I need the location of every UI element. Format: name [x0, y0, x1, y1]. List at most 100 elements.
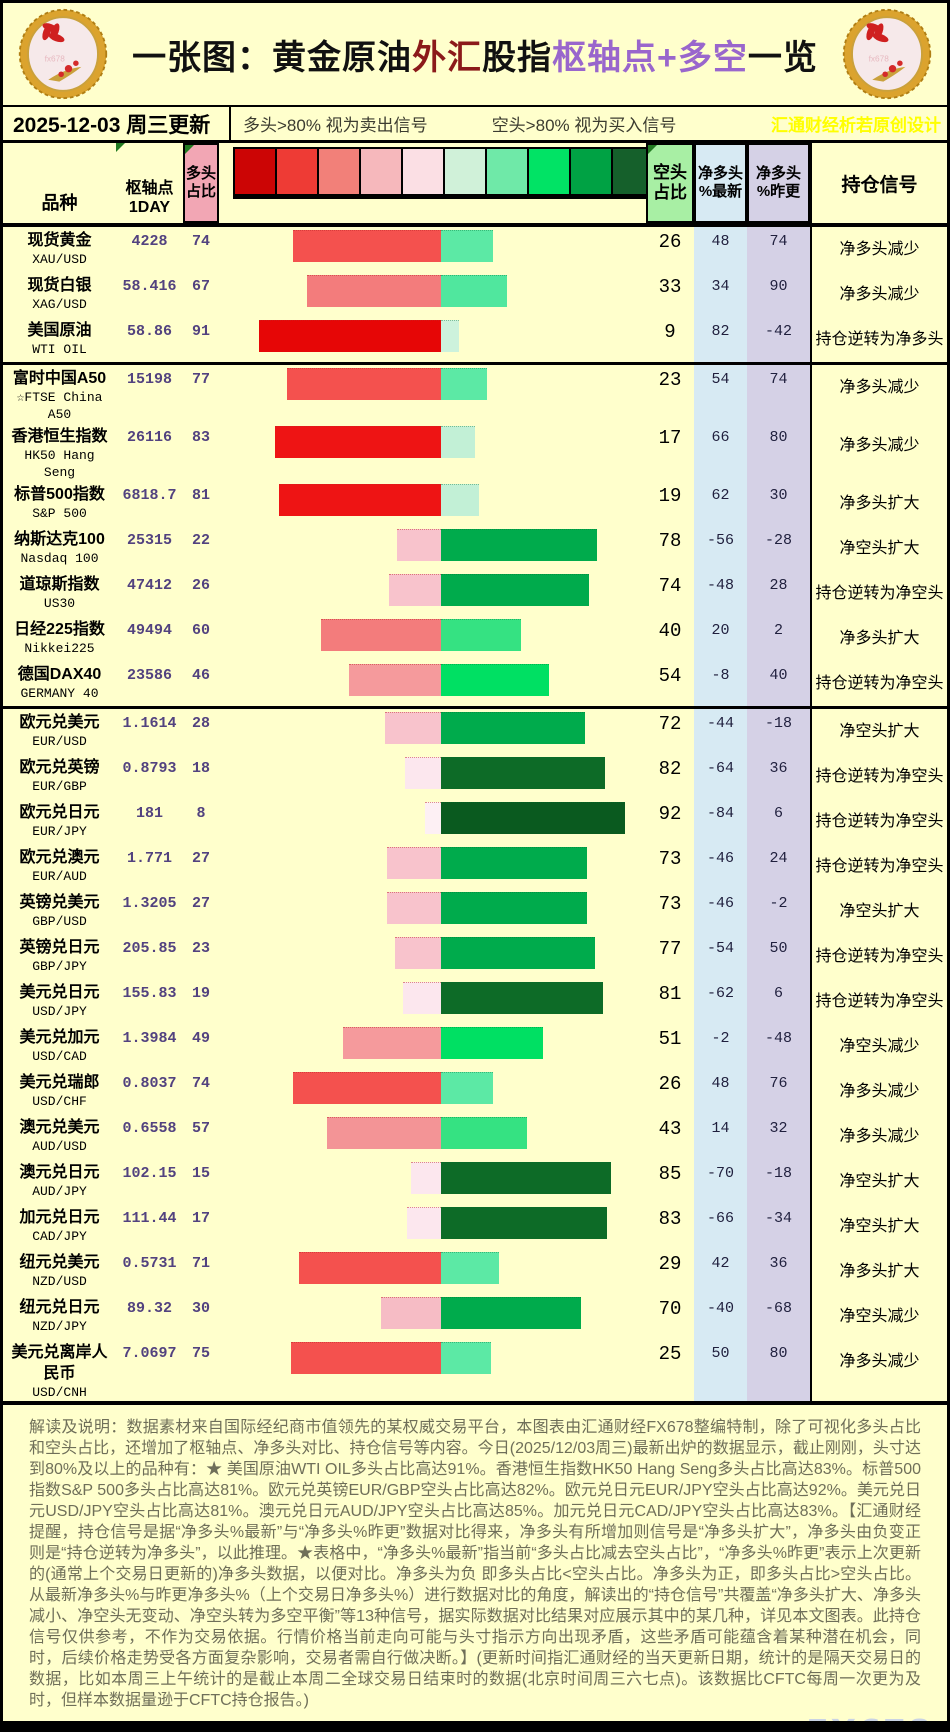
brand-note: 汇通财经析若原创设计: [771, 116, 941, 135]
table-row: 美元兑加元 USD/CAD 1.3984 49 51 -2 -48 净空头减少: [3, 1024, 947, 1069]
symbol-name: 美元兑日元: [19, 984, 100, 1001]
diverging-bar: [219, 1117, 646, 1149]
table-row: 美国原油 WTI OIL 58.86 91 9 82 -42 持仓逆转为净多头: [3, 317, 947, 365]
short-bar: [441, 1027, 543, 1059]
symbol-code: XAG/USD: [32, 297, 87, 312]
pivot-value: 89.32: [126, 1300, 172, 1317]
net-long-prev: 30: [747, 481, 810, 526]
svg-text:fx678: fx678: [45, 54, 66, 63]
short-percent: 72: [658, 713, 682, 735]
position-signal: 净多头减少: [810, 423, 947, 481]
short-bar: [441, 230, 493, 262]
position-signal: 持仓逆转为净空头: [810, 661, 947, 706]
short-bar: [441, 664, 549, 696]
net-long-latest: -46: [694, 889, 747, 934]
symbol-name: 英镑兑日元: [19, 939, 100, 956]
net-long-latest: -70: [694, 1159, 747, 1204]
symbol-name: 美国原油: [27, 322, 92, 339]
bar-cell: [219, 1114, 646, 1159]
pivot-value: 23586: [126, 667, 172, 684]
net-long-prev: 6: [747, 979, 810, 1024]
long-percent: 77: [191, 371, 210, 388]
position-signal: 净多头扩大: [810, 1249, 947, 1294]
col-header-short-line2: 占比: [653, 183, 687, 202]
diverging-bar: [219, 712, 646, 744]
pivot-value: 1.771: [126, 850, 172, 867]
net-long-latest: 42: [694, 1249, 747, 1294]
symbol-name: 纽元兑日元: [19, 1299, 100, 1316]
long-bar: [405, 757, 441, 789]
bar-cell: [219, 616, 646, 661]
long-bar: [387, 847, 441, 879]
table-row: 现货黄金 XAU/USD 4228 74 26 48 74 净多头减少: [3, 227, 947, 272]
symbol-code: GBP/JPY: [32, 959, 87, 974]
short-percent: 73: [658, 893, 682, 915]
short-bar: [441, 275, 507, 307]
short-bar: [441, 892, 587, 924]
long-percent: 83: [191, 429, 210, 446]
bar-cell: [219, 844, 646, 889]
symbol-cell: 加元兑日元 CAD/JPY: [3, 1204, 116, 1249]
bar-cell: [219, 799, 646, 844]
long-bar: [397, 529, 441, 561]
pivot-value: 58.416: [122, 278, 177, 295]
color-scale-cell: [361, 149, 403, 194]
symbol-name: 标普500指数: [14, 486, 105, 503]
long-bar: [293, 1072, 441, 1104]
long-bar: [343, 1027, 441, 1059]
short-percent: 70: [658, 1298, 682, 1320]
net-long-latest: -48: [694, 571, 747, 616]
position-signal: 净空头扩大: [810, 889, 947, 934]
position-signal: 净多头减少: [810, 1069, 947, 1114]
bar-cell: [219, 1249, 646, 1294]
table-row: 道琼斯指数 US30 47412 26 74 -48 28 持仓逆转为净空头: [3, 571, 947, 616]
symbol-cell: 美元兑离岸人民币 USD/CNH: [3, 1339, 116, 1401]
bar-cell: [219, 423, 646, 481]
long-bar: [385, 712, 441, 744]
bar-cell: [219, 661, 646, 706]
col-header-pivot-line1: 枢轴点: [125, 180, 174, 197]
short-percent: 85: [658, 1163, 682, 1185]
long-bar: [411, 1162, 441, 1194]
long-bar: [349, 664, 441, 696]
table-row: 现货白银 XAG/USD 58.416 67 33 34 90 净多头减少: [3, 272, 947, 317]
symbol-code: AUD/USD: [32, 1139, 87, 1154]
bar-cell: [219, 1339, 646, 1401]
short-bar: [441, 1252, 499, 1284]
symbol-code: EUR/JPY: [32, 824, 87, 839]
bar-cell: [219, 1294, 646, 1339]
position-signal: 净多头减少: [810, 365, 947, 423]
long-bar: [425, 802, 441, 834]
symbol-cell: 香港恒生指数 HK50 Hang Seng: [3, 423, 116, 481]
symbol-code: XAU/USD: [32, 252, 87, 267]
position-signal: 持仓逆转为净空头: [810, 754, 947, 799]
long-bar: [275, 426, 441, 458]
net-long-latest: 62: [694, 481, 747, 526]
color-scale-cell: [235, 149, 277, 194]
position-signal: 净空头减少: [810, 1024, 947, 1069]
short-bar: [441, 484, 479, 516]
position-signal: 持仓逆转为净空头: [810, 934, 947, 979]
long-percent: 27: [191, 850, 210, 867]
short-bar: [441, 619, 521, 651]
net-long-prev: 76: [747, 1069, 810, 1114]
col-header-long: 多头 占比: [183, 143, 219, 223]
table-row: 美元兑离岸人民币 USD/CNH 7.0697 75 25 50 80 净多头减…: [3, 1339, 947, 1401]
symbol-code: USD/CAD: [32, 1049, 87, 1064]
symbol-code: EUR/GBP: [32, 779, 87, 794]
color-scale: [233, 147, 655, 199]
diverging-bar: [219, 529, 646, 561]
bar-cell: [219, 272, 646, 317]
short-bar: [441, 1117, 527, 1149]
table-row: 欧元兑澳元 EUR/AUD 1.771 27 73 -46 24 持仓逆转为净空…: [3, 844, 947, 889]
short-bar: [441, 574, 589, 606]
long-percent: 67: [191, 278, 210, 295]
long-bar: [287, 368, 441, 400]
col-header-net-prev-line1: 净多头: [755, 165, 801, 182]
short-bar: [441, 426, 475, 458]
bar-cell: [219, 1204, 646, 1249]
table-body: 现货黄金 XAU/USD 4228 74 26 48 74 净多头减少 现货白银…: [3, 227, 947, 1401]
long-bar: [407, 1207, 441, 1239]
symbol-cell: 欧元兑美元 EUR/USD: [3, 709, 116, 754]
position-signal: 净多头减少: [810, 1114, 947, 1159]
